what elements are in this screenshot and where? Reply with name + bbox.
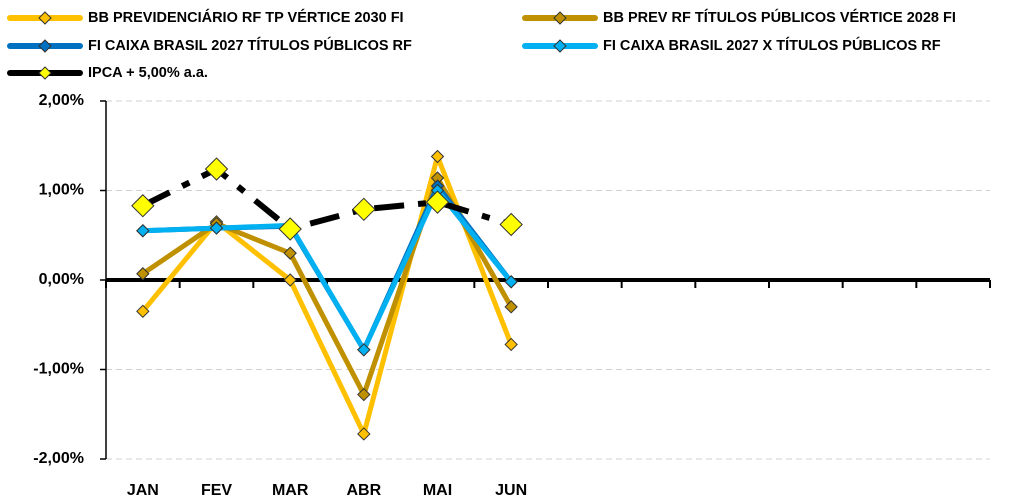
series-marker — [283, 273, 297, 287]
series-marker — [499, 212, 523, 237]
legend-marker — [38, 11, 52, 25]
series-marker — [136, 224, 150, 238]
x-tick-label: JUN — [495, 482, 527, 499]
series-marker — [504, 300, 518, 314]
series-marker — [131, 194, 155, 218]
x-tick-label: MAI — [423, 482, 452, 499]
series-marker — [357, 387, 371, 402]
series-marker — [352, 197, 376, 222]
series-marker — [430, 149, 445, 164]
legend-label: FI CAIXA BRASIL 2027 X TÍTULOS PÚBLICOS … — [603, 36, 941, 54]
legend-label: IPCA + 5,00% a.a. — [88, 65, 208, 81]
series-marker — [504, 275, 518, 289]
y-tick-label: 2,00% — [39, 92, 84, 109]
y-tick-label: -2,00% — [33, 450, 84, 467]
legend-label: FI CAIXA BRASIL 2027 TÍTULOS PÚBLICOS RF — [88, 36, 412, 54]
series-marker — [136, 267, 150, 281]
series-marker — [278, 217, 302, 241]
series-line — [140, 153, 514, 437]
x-tick-label: MAR — [272, 482, 309, 499]
y-tick-label: 1,00% — [39, 182, 84, 199]
x-tick-label: FEV — [201, 482, 232, 499]
x-tick-label: ABR — [346, 482, 381, 499]
series-line — [141, 166, 513, 232]
series-marker — [204, 157, 229, 181]
legend-marker — [553, 39, 567, 53]
legend-label: BB PREV RF TÍTULOS PÚBLICOS VÉRTICE 2028… — [603, 8, 956, 26]
y-tick-label: 0,00% — [39, 271, 84, 288]
legend-label: BB PREVIDENCIÁRIO RF TP VÉRTICE 2030 FI — [88, 9, 404, 26]
series-marker — [504, 337, 518, 352]
legend-marker — [553, 11, 567, 25]
x-tick-label: JAN — [127, 482, 159, 499]
legend-marker — [38, 66, 52, 80]
series-marker — [209, 221, 224, 235]
series-marker — [425, 190, 450, 214]
series-marker — [136, 304, 150, 319]
series-marker — [283, 246, 297, 260]
y-tick-label: -1,00% — [33, 361, 84, 378]
legend-marker — [38, 39, 52, 53]
series-marker — [357, 343, 371, 357]
series-marker — [357, 427, 371, 441]
